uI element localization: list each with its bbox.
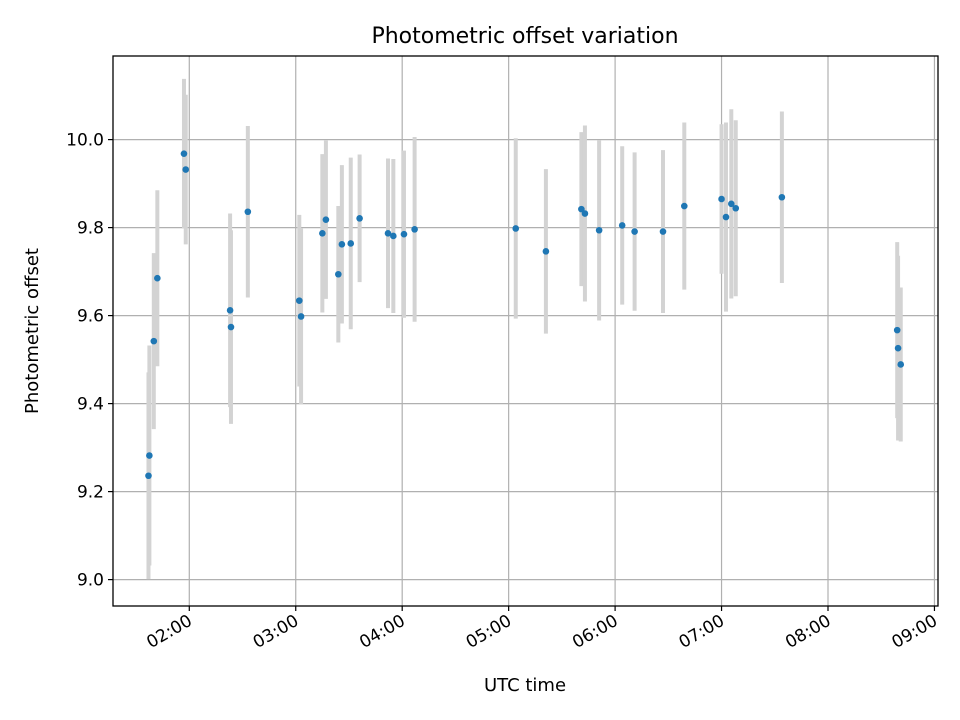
y-tick-label: 9.4 [77, 395, 104, 415]
data-point [680, 202, 688, 210]
data-point [226, 307, 234, 314]
y-tick-label: 9.8 [77, 219, 104, 239]
data-point [618, 222, 626, 229]
chart-title: Photometric offset variation [371, 24, 678, 49]
data-point [578, 205, 585, 213]
data-point [154, 274, 161, 282]
x-axis-label: UTC time [484, 675, 566, 696]
data-point [182, 166, 190, 173]
data-point [338, 241, 346, 248]
y-axis-ticks: 9.0 9.2 9.4 9.6 9.8 10.0 [66, 131, 113, 591]
y-tick-label: 9.2 [77, 483, 104, 503]
data-points [145, 150, 905, 480]
data-point [400, 230, 408, 238]
data-point [319, 230, 326, 237]
data-point [390, 232, 397, 240]
data-point [335, 270, 342, 278]
data-point [897, 361, 905, 368]
y-axis-label: Photometric offset [22, 248, 43, 414]
data-point [146, 452, 153, 459]
data-point [778, 193, 786, 201]
data-point [512, 225, 520, 232]
data-point [728, 200, 735, 208]
data-point [659, 228, 667, 235]
data-point [295, 297, 303, 304]
data-point [145, 472, 152, 480]
data-point [244, 208, 252, 216]
data-point [384, 230, 392, 237]
data-point [227, 323, 235, 331]
data-point [150, 337, 158, 345]
plot-frame [112, 55, 939, 607]
y-tick-label: 10.0 [66, 131, 104, 151]
data-point [631, 228, 638, 235]
data-point [542, 248, 550, 255]
data-point [595, 226, 603, 234]
data-point [356, 215, 363, 222]
data-point [180, 150, 188, 157]
data-point [347, 240, 355, 247]
data-point [297, 313, 305, 320]
data-point [722, 213, 730, 221]
data-point [732, 204, 740, 212]
data-point [894, 344, 902, 352]
data-point [322, 216, 330, 223]
y-tick-label: 9.6 [77, 307, 104, 327]
data-point [718, 195, 725, 203]
data-point [893, 326, 901, 334]
y-tick-label: 9.0 [77, 571, 104, 591]
data-point [581, 210, 589, 217]
data-point [411, 226, 418, 233]
